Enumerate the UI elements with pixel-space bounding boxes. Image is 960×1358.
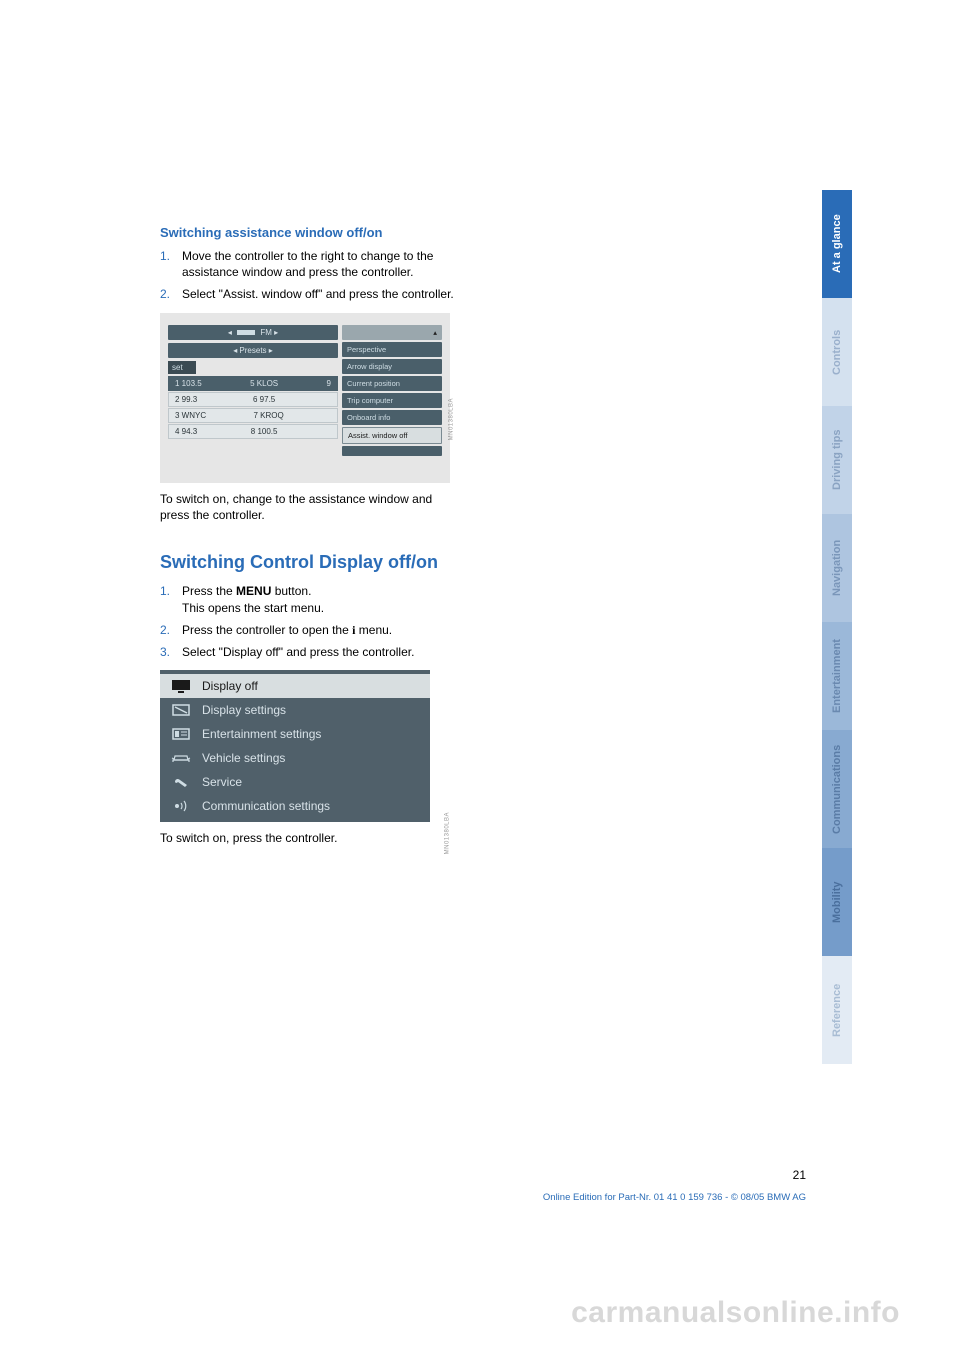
step-number: 2. (160, 622, 182, 638)
step-number: 3. (160, 644, 182, 660)
fig1-menu-item (342, 446, 442, 456)
figure-code: MN01380LBA (448, 398, 454, 440)
step-text: Press the MENU button. This opens the st… (182, 583, 460, 615)
fig1-up-arrow: ▴ (342, 325, 442, 340)
list-item: 1. Press the MENU button. This opens the… (160, 583, 460, 615)
side-tab[interactable]: Mobility (822, 848, 852, 956)
display-settings-icon (170, 702, 192, 718)
list-item: 1. Move the controller to the right to c… (160, 248, 460, 280)
step-text: Select "Assist. window off" and press th… (182, 286, 460, 302)
figure-code: MN01380LBA (444, 812, 450, 854)
fm-indicator-icon (237, 330, 255, 335)
list-item: 2. Select "Assist. window off" and press… (160, 286, 460, 302)
page-number: 21 (793, 1168, 806, 1182)
fig1-set-label: set (168, 361, 196, 374)
fig1-row: 4 94.38 100.5 (168, 424, 338, 439)
watermark: carmanualsonline.info (571, 1296, 900, 1330)
step-number: 1. (160, 248, 182, 280)
monitor-icon (170, 678, 192, 694)
step-number: 1. (160, 583, 182, 615)
step-text: Press the controller to open the i menu. (182, 622, 460, 638)
fig1-menu-item: Arrow display (342, 359, 442, 374)
fig2-label: Display settings (202, 703, 286, 717)
fig1-menu-item: Perspective (342, 342, 442, 357)
side-tabs: At a glanceControlsDriving tipsNavigatio… (822, 190, 852, 1064)
step-number: 2. (160, 286, 182, 302)
footer-text: Online Edition for Part-Nr. 01 41 0 159 … (543, 1192, 806, 1203)
fig1-menu-item: Trip computer (342, 393, 442, 408)
entertainment-icon (170, 726, 192, 742)
vehicle-icon (170, 750, 192, 766)
service-icon (170, 774, 192, 790)
fig2-label: Vehicle settings (202, 751, 285, 765)
section2-heading: Switching Control Display off/on (160, 551, 460, 574)
fig1-menu-item: Current position (342, 376, 442, 391)
section2-steps: 1. Press the MENU button. This opens the… (160, 583, 460, 660)
fig1-preset-list: 1 103.55 KLOS9 2 99.36 97.5 3 WNYC7 KROQ… (168, 376, 338, 439)
fig1-row: 1 103.55 KLOS9 (168, 376, 338, 391)
side-tab[interactable]: At a glance (822, 190, 852, 298)
side-tab[interactable]: Controls (822, 298, 852, 406)
communication-icon (170, 798, 192, 814)
side-tab[interactable]: Navigation (822, 514, 852, 622)
page: Switching assistance window off/on 1. Mo… (0, 0, 960, 1358)
fig2-row: Display settings (160, 698, 430, 722)
step-text: Select "Display off" and press the contr… (182, 644, 460, 660)
fig2-row: Service (160, 770, 430, 794)
fig1-menu-item-selected: Assist. window off (342, 427, 442, 444)
section2-after-text: To switch on, press the controller. (160, 830, 460, 846)
section1-after-text: To switch on, change to the assistance w… (160, 491, 460, 523)
side-tab[interactable]: Reference (822, 956, 852, 1064)
fig1-top-bar: ◂ FM ▸ (168, 325, 338, 340)
fig2-row: Communication settings (160, 794, 430, 818)
fig2-label: Communication settings (202, 799, 330, 813)
step-text: Move the controller to the right to chan… (182, 248, 460, 280)
fig1-row: 2 99.36 97.5 (168, 392, 338, 407)
fig2-label: Service (202, 775, 242, 789)
figure-idrive-radio: ◂ FM ▸ ◂ Presets ▸ set 1 103.55 KLOS9 2 … (160, 313, 450, 483)
fig1-presets-bar: ◂ Presets ▸ (168, 343, 338, 358)
side-tab[interactable]: Communications (822, 730, 852, 848)
fig2-label: Display off (202, 679, 258, 693)
fig1-row: 3 WNYC7 KROQ (168, 408, 338, 423)
side-tab[interactable]: Driving tips (822, 406, 852, 514)
fig1-arrow: ◂ (228, 328, 234, 337)
side-tab[interactable]: Entertainment (822, 622, 852, 730)
fig2-label: Entertainment settings (202, 727, 321, 741)
figure-settings-menu: Display off Display settings Entertainme… (160, 670, 450, 822)
list-item: 2. Press the controller to open the i me… (160, 622, 460, 638)
content-column: Switching assistance window off/on 1. Mo… (160, 225, 460, 846)
fig1-assist-menu: ▴ Perspective Arrow display Current posi… (342, 325, 442, 458)
fig1-fm-label: FM ▸ (260, 328, 278, 337)
fig1-menu-item: Onboard info (342, 410, 442, 425)
section1-heading: Switching assistance window off/on (160, 225, 460, 240)
fig2-row-selected: Display off (160, 674, 430, 698)
fig2-row: Vehicle settings (160, 746, 430, 770)
list-item: 3. Select "Display off" and press the co… (160, 644, 460, 660)
section1-steps: 1. Move the controller to the right to c… (160, 248, 460, 303)
fig2-row: Entertainment settings (160, 722, 430, 746)
